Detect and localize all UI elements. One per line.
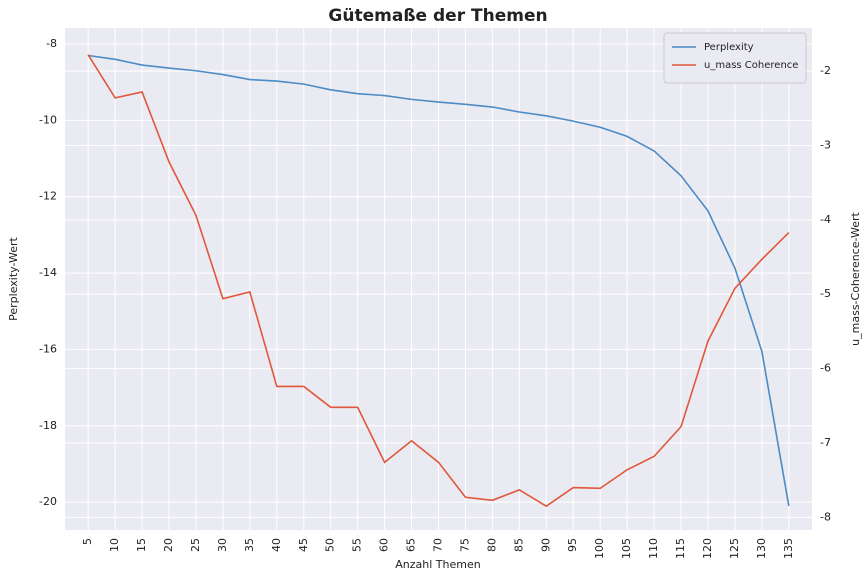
legend-label: u_mass Coherence (704, 60, 798, 71)
x-tick-label: 35 (243, 538, 256, 552)
series-line (87, 54, 790, 508)
x-tick-label: 85 (512, 538, 525, 552)
y-tick-label: -18 (39, 419, 57, 432)
x-tick-label: 55 (351, 538, 364, 552)
x-tick-label: 125 (728, 538, 741, 559)
x-tick-label: 25 (189, 538, 202, 552)
x-tick-label: 5 (81, 538, 94, 545)
y-tick-label: -20 (39, 495, 57, 508)
x-tick-label: 10 (108, 538, 121, 552)
y2-tick-label: -6 (820, 362, 831, 375)
x-tick-label: 90 (539, 538, 552, 552)
x-axis-label: Anzahl Themen (395, 558, 480, 571)
y2-tick-label: -2 (820, 64, 831, 77)
x-tick-label: 80 (485, 538, 498, 552)
x-tick-label: 30 (216, 538, 229, 552)
x-tick-label: 15 (135, 538, 148, 552)
legend-label: Perplexity (704, 42, 754, 53)
y-tick-label: -14 (39, 266, 57, 279)
x-tick-label: 75 (458, 538, 471, 552)
x-tick-label: 110 (647, 538, 660, 559)
legend-box (663, 32, 807, 84)
y-tick-label: -16 (39, 342, 57, 355)
y2-axis-label: u_mass-Coherence-Wert (849, 211, 862, 345)
x-tick-label: 65 (405, 538, 418, 552)
chart-title: Gütemaße der Themen (328, 6, 547, 26)
x-tick-label: 95 (566, 538, 579, 552)
x-tick-label: 70 (432, 538, 445, 552)
x-tick-label: 40 (270, 538, 283, 552)
series-line (88, 54, 790, 507)
y-tick-label: -12 (39, 190, 57, 203)
x-tick-label: 120 (701, 538, 714, 559)
x-tick-label: 60 (378, 538, 391, 552)
y-axis-label: Perplexity-Wert (7, 236, 20, 320)
x-tick-label: 45 (297, 538, 310, 552)
x-tick-label: 105 (620, 538, 633, 559)
y2-tick-label: -7 (820, 436, 831, 449)
y-tick-label: -10 (39, 113, 57, 126)
y2-tick-label: -8 (820, 510, 831, 523)
y2-tick-label: -4 (820, 213, 831, 226)
y-tick-label: -8 (46, 37, 57, 50)
x-tick-label: 135 (782, 538, 795, 559)
y2-tick-label: -3 (820, 139, 831, 152)
x-tick-label: 115 (674, 538, 687, 559)
x-tick-label: 130 (755, 538, 768, 559)
x-tick-label: 50 (324, 538, 337, 552)
x-tick-label: 100 (593, 538, 606, 559)
x-tick-label: 20 (162, 538, 175, 552)
y2-tick-label: -5 (820, 287, 831, 300)
